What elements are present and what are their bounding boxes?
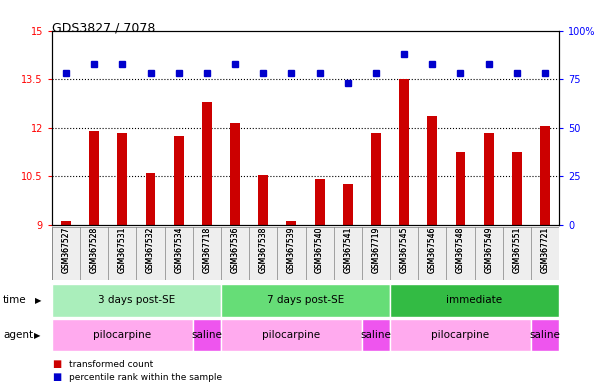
Text: ▶: ▶	[34, 331, 40, 339]
Bar	[174, 136, 184, 225]
Text: GSM367532: GSM367532	[146, 227, 155, 273]
Text: GSM367549: GSM367549	[484, 227, 493, 273]
Text: GSM367541: GSM367541	[343, 227, 353, 273]
Text: GSM367548: GSM367548	[456, 227, 465, 273]
Text: saline: saline	[530, 330, 560, 340]
Text: 7 days post-SE: 7 days post-SE	[267, 295, 344, 306]
Bar	[399, 79, 409, 225]
Bar	[315, 179, 324, 225]
Text: GSM367546: GSM367546	[428, 227, 437, 273]
Text: GSM367718: GSM367718	[202, 227, 211, 273]
Text: 3 days post-SE: 3 days post-SE	[98, 295, 175, 306]
Text: GSM367540: GSM367540	[315, 227, 324, 273]
Text: GSM367527: GSM367527	[62, 227, 70, 273]
Text: time: time	[3, 295, 27, 306]
Text: GSM367536: GSM367536	[230, 227, 240, 273]
Bar	[230, 123, 240, 225]
Bar	[531, 319, 559, 351]
Text: GSM367534: GSM367534	[174, 227, 183, 273]
Text: GSM367719: GSM367719	[371, 227, 381, 273]
Text: GDS3827 / 7078: GDS3827 / 7078	[52, 21, 155, 34]
Text: GSM367721: GSM367721	[541, 227, 549, 273]
Bar	[390, 319, 531, 351]
Text: GSM367528: GSM367528	[90, 227, 99, 273]
Bar	[390, 284, 559, 317]
Text: percentile rank within the sample: percentile rank within the sample	[69, 373, 222, 382]
Text: GSM367719: GSM367719	[371, 227, 381, 273]
Text: GSM367528: GSM367528	[90, 227, 99, 273]
Text: GSM367539: GSM367539	[287, 227, 296, 273]
Bar	[52, 284, 221, 317]
Text: ■: ■	[52, 372, 61, 382]
Text: GSM367548: GSM367548	[456, 227, 465, 273]
Text: GSM367531: GSM367531	[118, 227, 127, 273]
Bar	[52, 319, 193, 351]
Text: GSM367540: GSM367540	[315, 227, 324, 273]
Text: agent: agent	[3, 330, 33, 340]
Text: GSM367721: GSM367721	[541, 227, 549, 273]
Text: GSM367545: GSM367545	[400, 227, 409, 273]
Text: pilocarpine: pilocarpine	[431, 330, 489, 340]
Text: GSM367718: GSM367718	[202, 227, 211, 273]
Bar	[202, 102, 212, 225]
Bar	[371, 132, 381, 225]
Text: ■: ■	[52, 359, 61, 369]
Bar	[540, 126, 550, 225]
Text: GSM367551: GSM367551	[512, 227, 521, 273]
FancyBboxPatch shape	[52, 227, 559, 280]
Text: saline: saline	[360, 330, 392, 340]
Bar	[484, 132, 494, 225]
Bar	[258, 175, 268, 225]
Text: GSM367541: GSM367541	[343, 227, 353, 273]
Text: GSM367534: GSM367534	[174, 227, 183, 273]
Bar	[456, 152, 466, 225]
Text: GSM367539: GSM367539	[287, 227, 296, 273]
Bar	[287, 222, 296, 225]
Text: ▶: ▶	[35, 296, 42, 305]
Bar	[221, 284, 390, 317]
Text: GSM367545: GSM367545	[400, 227, 409, 273]
Text: pilocarpine: pilocarpine	[262, 330, 321, 340]
Bar	[61, 222, 71, 225]
Bar	[145, 173, 155, 225]
Bar	[343, 184, 353, 225]
Text: GSM367531: GSM367531	[118, 227, 127, 273]
Text: GSM367549: GSM367549	[484, 227, 493, 273]
Bar	[117, 132, 127, 225]
Text: transformed count: transformed count	[69, 360, 153, 369]
Text: immediate: immediate	[447, 295, 503, 306]
Text: GSM367546: GSM367546	[428, 227, 437, 273]
Bar	[89, 131, 99, 225]
Bar	[193, 319, 221, 351]
Text: pilocarpine: pilocarpine	[93, 330, 152, 340]
Text: GSM367527: GSM367527	[62, 227, 70, 273]
Text: saline: saline	[191, 330, 222, 340]
Text: GSM367538: GSM367538	[258, 227, 268, 273]
Bar	[221, 319, 362, 351]
Text: GSM367536: GSM367536	[230, 227, 240, 273]
Bar	[512, 152, 522, 225]
Text: GSM367551: GSM367551	[512, 227, 521, 273]
Text: GSM367532: GSM367532	[146, 227, 155, 273]
Bar	[362, 319, 390, 351]
Bar	[427, 116, 437, 225]
Text: GSM367538: GSM367538	[258, 227, 268, 273]
